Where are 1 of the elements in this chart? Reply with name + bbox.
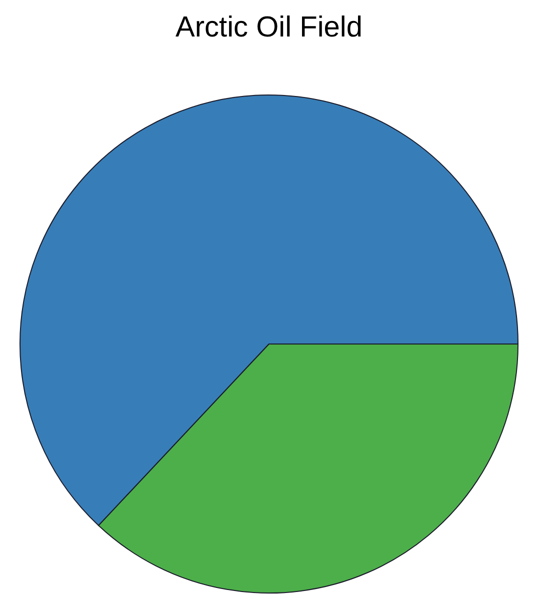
chart-title: Arctic Oil Field [176,12,362,44]
